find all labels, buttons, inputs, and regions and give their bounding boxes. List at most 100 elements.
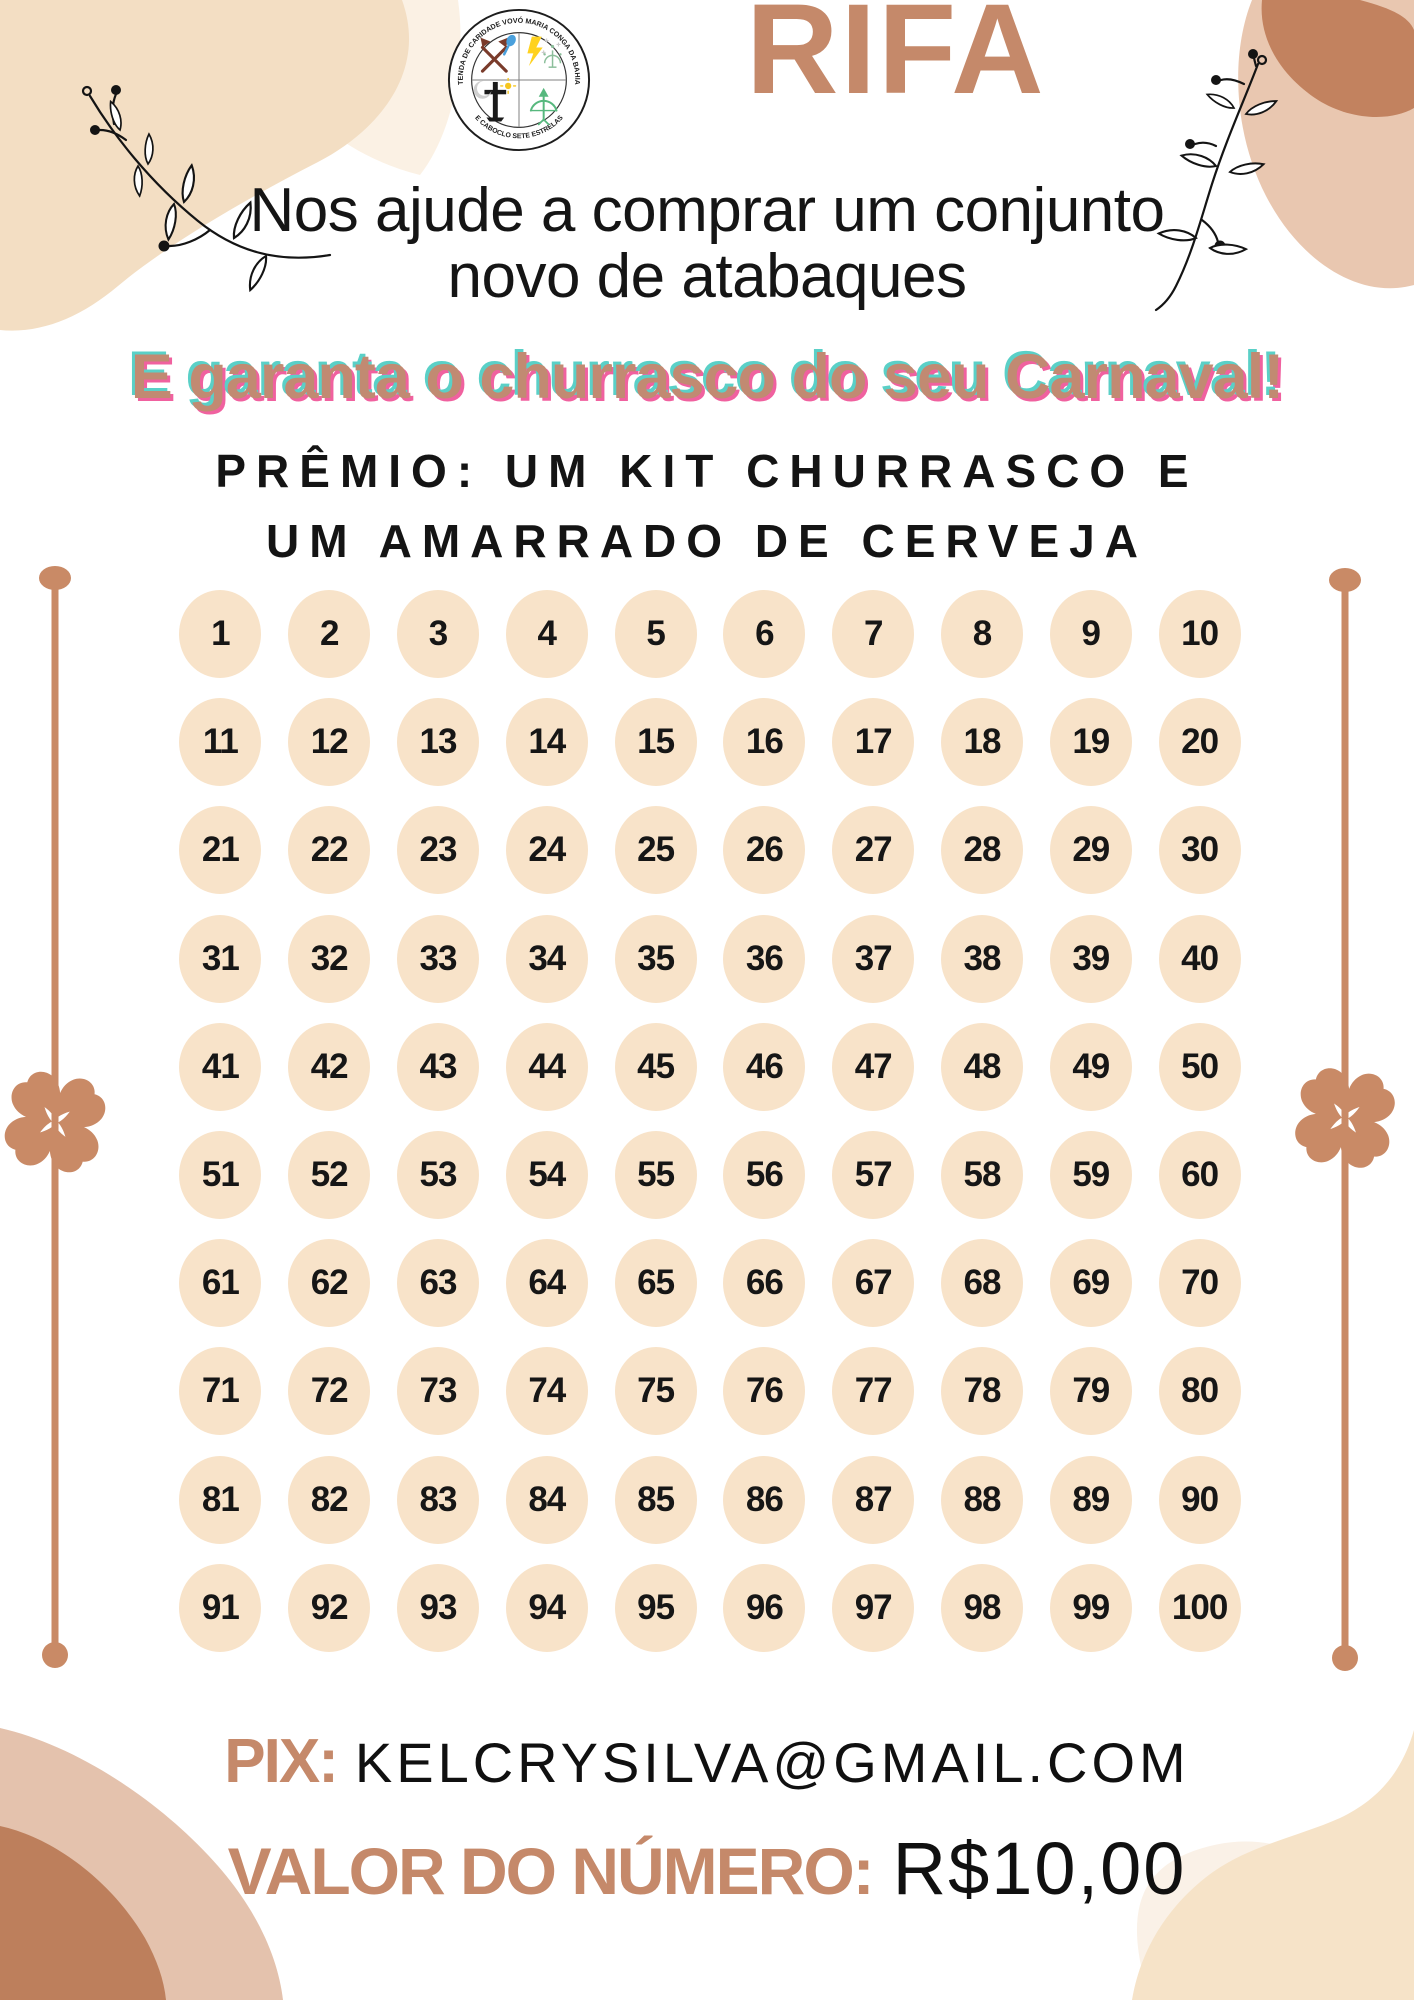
raffle-number: 51 xyxy=(179,1131,262,1220)
raffle-number: 65 xyxy=(614,1239,697,1328)
raffle-number: 84 xyxy=(505,1455,588,1544)
price-value: R$10,00 xyxy=(892,1827,1187,1910)
raffle-number: 48 xyxy=(940,1022,1023,1111)
raffle-number: 92 xyxy=(288,1563,371,1652)
raffle-number: 15 xyxy=(614,698,697,787)
raffle-number: 13 xyxy=(396,698,479,787)
raffle-number: 31 xyxy=(179,914,262,1003)
lightning-icon xyxy=(527,36,543,67)
raffle-number: 59 xyxy=(1049,1131,1132,1220)
raffle-number: 95 xyxy=(614,1563,697,1652)
raffle-number: 12 xyxy=(288,698,371,787)
raffle-number: 41 xyxy=(179,1022,262,1111)
raffle-number: 76 xyxy=(723,1347,806,1436)
raffle-number: 82 xyxy=(288,1455,371,1544)
raffle-number: 8 xyxy=(940,590,1023,679)
raffle-number: 38 xyxy=(940,914,1023,1003)
raffle-number: 27 xyxy=(832,806,915,895)
raffle-number: 94 xyxy=(505,1563,588,1652)
blue-shaker-icon xyxy=(502,34,516,56)
raffle-number: 64 xyxy=(505,1239,588,1328)
raffle-number: 90 xyxy=(1158,1455,1241,1544)
raffle-number: 71 xyxy=(179,1347,262,1436)
raffle-number: 72 xyxy=(288,1347,371,1436)
raffle-number: 86 xyxy=(723,1455,806,1544)
temple-logo: TENDA DE CARIDADE VOVÓ MARIA CONGA DA BA… xyxy=(445,6,593,154)
raffle-number: 53 xyxy=(396,1131,479,1220)
clover-left-icon xyxy=(2,1069,108,1175)
raffle-number: 43 xyxy=(396,1022,479,1111)
raffle-number: 54 xyxy=(505,1131,588,1220)
raffle-number: 7 xyxy=(832,590,915,679)
green-tree-icon xyxy=(543,44,562,68)
raffle-number: 69 xyxy=(1049,1239,1132,1328)
price-label: VALOR DO NÚMERO: xyxy=(227,1834,875,1908)
raffle-number: 57 xyxy=(832,1131,915,1220)
raffle-number: 93 xyxy=(396,1563,479,1652)
highlight-text: E garanta o churrasco do seu Carnaval! xyxy=(130,342,1284,412)
raffle-number: 89 xyxy=(1049,1455,1132,1544)
raffle-number: 11 xyxy=(179,698,262,787)
raffle-number: 97 xyxy=(832,1563,915,1652)
crossed-axes-icon xyxy=(480,37,509,73)
raffle-number: 56 xyxy=(723,1131,806,1220)
raffle-number: 47 xyxy=(832,1022,915,1111)
raffle-number: 3 xyxy=(396,590,479,679)
raffle-number: 28 xyxy=(940,806,1023,895)
raffle-number: 77 xyxy=(832,1347,915,1436)
raffle-number: 80 xyxy=(1158,1347,1241,1436)
raffle-number: 20 xyxy=(1158,698,1241,787)
raffle-number: 16 xyxy=(723,698,806,787)
blob-top-right-dark xyxy=(1261,0,1414,118)
raffle-number: 55 xyxy=(614,1131,697,1220)
pix-line: PIX: KELCRYSILVA@GMAIL.COM xyxy=(0,1726,1414,1797)
raffle-number: 68 xyxy=(940,1239,1023,1328)
raffle-number: 44 xyxy=(505,1022,588,1111)
bow-arrow-icon xyxy=(529,91,558,126)
subtitle: Nos ajude a comprar um conjunto novo de … xyxy=(0,178,1414,309)
raffle-number: 98 xyxy=(940,1563,1023,1652)
raffle-number: 32 xyxy=(288,914,371,1003)
raffle-number: 29 xyxy=(1049,806,1132,895)
raffle-number: 10 xyxy=(1158,590,1241,679)
raffle-number: 62 xyxy=(288,1239,371,1328)
raffle-grid: 1 2 3 4 5 6 7 8 9 10 11 12 13 14 15 16 17 18 19 20 21 22 23 24 2… xyxy=(166,580,1254,1662)
blob-top-left-light xyxy=(240,0,461,175)
arrowhead-icon xyxy=(538,87,549,97)
raffle-number: 87 xyxy=(832,1455,915,1544)
cross-icon xyxy=(484,81,507,122)
raffle-number: 83 xyxy=(396,1455,479,1544)
raffle-number: 67 xyxy=(832,1239,915,1328)
raffle-number: 35 xyxy=(614,914,697,1003)
raffle-number: 17 xyxy=(832,698,915,787)
raffle-number: 63 xyxy=(396,1239,479,1328)
raffle-number: 91 xyxy=(179,1563,262,1652)
raffle-number: 19 xyxy=(1049,698,1132,787)
prize-text: PRÊMIO: UM KIT CHURRASCO E UM AMARRADO D… xyxy=(0,437,1414,577)
pix-label: PIX: xyxy=(224,1727,339,1796)
raffle-number: 42 xyxy=(288,1022,371,1111)
price-line: VALOR DO NÚMERO: R$10,00 xyxy=(0,1826,1414,1911)
prize-line2: UM AMARRADO DE CERVEJA xyxy=(266,514,1148,567)
raffle-number: 23 xyxy=(396,806,479,895)
crescent-moon-icon xyxy=(473,80,492,99)
subtitle-line2: novo de atabaques xyxy=(447,241,967,311)
raffle-number: 26 xyxy=(723,806,806,895)
raffle-number: 50 xyxy=(1158,1022,1241,1111)
raffle-number: 99 xyxy=(1049,1563,1132,1652)
pix-email: KELCRYSILVA@GMAIL.COM xyxy=(354,1731,1190,1794)
raffle-number: 33 xyxy=(396,914,479,1003)
raffle-number: 37 xyxy=(832,914,915,1003)
raffle-number: 79 xyxy=(1049,1347,1132,1436)
raffle-number: 1 xyxy=(179,590,262,679)
raffle-number: 61 xyxy=(179,1239,262,1328)
raffle-number: 66 xyxy=(723,1239,806,1328)
sparkles-icon xyxy=(541,38,561,55)
raffle-number: 22 xyxy=(288,806,371,895)
raffle-number: 74 xyxy=(505,1347,588,1436)
raffle-number: 39 xyxy=(1049,914,1132,1003)
raffle-number: 60 xyxy=(1158,1131,1241,1220)
raffle-number: 4 xyxy=(505,590,588,679)
raffle-number: 45 xyxy=(614,1022,697,1111)
